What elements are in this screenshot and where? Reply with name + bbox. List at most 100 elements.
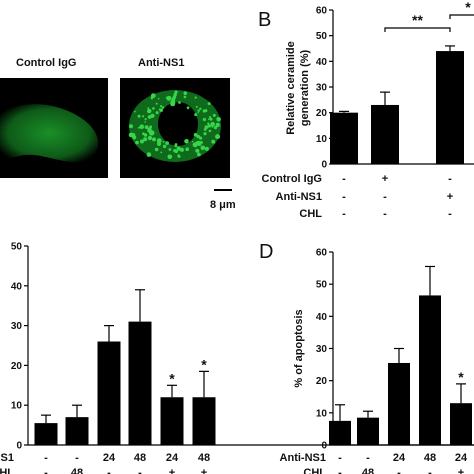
speckle [204,125,209,129]
treatment-cell: + [169,467,175,474]
speckle [197,152,201,157]
y-tick-label: 30 [316,83,328,94]
speckle [138,126,140,129]
speckle [161,106,165,109]
y-tick-label: 60 [316,6,328,17]
treatment-cell: 48 [424,452,436,464]
speckle [168,148,172,151]
speckle [183,91,188,95]
micrograph-right-caption: Anti-NS1 [138,57,184,69]
speckle [149,109,152,112]
y-tick-label: 10 [11,401,23,412]
speckle [174,144,178,148]
speckle [173,92,177,97]
speckle [147,115,152,119]
y-tick-label: 0 [321,160,327,171]
speckle [178,101,181,104]
y-tick-label: 50 [316,31,328,42]
significance-marker: * [169,370,175,386]
treatment-cell: - [428,467,432,474]
speckle [195,148,200,153]
speckle [183,95,187,99]
treatment-cell: 48 [71,467,83,474]
y-tick-label: 20 [11,361,23,372]
speckle [144,118,147,121]
micrograph-left-caption: Control IgG [16,57,77,69]
bar [97,341,121,445]
treatment-cell: + [382,173,388,185]
speckle [212,123,215,126]
scale-bar-label: 8 μm [210,199,236,211]
speckle [204,146,209,151]
speckle [199,107,202,111]
bar [330,112,358,164]
speckle [160,151,163,154]
treatment-cell: - [342,173,346,185]
significance-marker: * [458,369,464,385]
speckle [165,141,170,146]
y-tick-label: 0 [16,441,22,452]
speckle [155,102,158,105]
treatment-cell: 24 [455,452,468,464]
speckle [195,105,198,108]
y-tick-label: 60 [316,248,328,259]
treatment-cell: - [138,467,142,474]
treatment-row-label: Anti-NS1 [276,191,322,203]
bar [128,321,152,445]
treatment-cell: - [338,467,342,474]
treatment-cell: 48 [134,452,146,464]
bar [329,420,351,445]
speckle [180,147,184,152]
treatment-cell: + [201,467,207,474]
speckle [174,90,178,94]
speckle [135,140,139,145]
treatment-cell: + [447,191,453,203]
speckle [147,107,150,110]
speckle [197,111,199,114]
bar [357,417,379,445]
speckle [137,114,141,118]
speckle [129,124,133,129]
speckle [202,117,206,122]
bar [34,423,58,445]
treatment-cell: - [44,452,48,464]
bar [419,295,441,445]
speckle [194,96,197,99]
treatment-cell: - [342,208,346,220]
speckle [162,140,165,143]
speckle [146,152,152,157]
speckle [144,125,149,129]
speckle [208,116,212,119]
speckle [199,136,203,140]
panel-label-d: D [259,241,273,263]
y-tick-label: 0 [321,441,327,452]
speckle [158,108,162,111]
speckle [147,135,153,141]
speckle [216,117,221,122]
control-cell-shape [0,104,99,163]
treatment-row-label: CHL [303,467,326,474]
significance-bracket [449,14,474,19]
y-tick-label: 40 [316,312,328,323]
y-tick-label: 20 [316,376,328,387]
speckle [139,139,144,144]
treatment-cell: - [383,208,387,220]
y-tick-label: 10 [316,134,328,145]
speckle [154,147,159,152]
y-tick-label: 40 [11,281,23,292]
bar [192,397,216,445]
significance-marker: ** [412,12,423,28]
treatment-cell: - [383,191,387,203]
speckle [179,149,182,152]
treatment-cell: - [448,173,452,185]
treatment-cell: - [397,467,401,474]
y-tick-label: 30 [11,321,23,332]
chart-b: 0 10 20 30 40 50 60 Relative ceramide generation… [262,0,474,220]
anti-ns1-cell-shape [128,90,221,162]
speckle [173,149,177,153]
speckle [194,113,198,117]
treatment-cell: + [458,467,464,474]
speckle [171,97,176,101]
